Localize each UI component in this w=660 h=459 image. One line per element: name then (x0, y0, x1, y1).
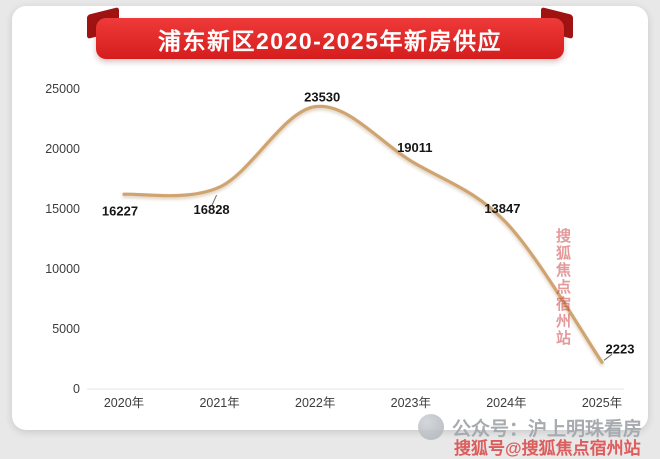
point-label: 16227 (102, 203, 138, 218)
point-label: 19011 (397, 140, 432, 155)
title-ribbon-band: 浦东新区2020-2025年新房供应 (96, 18, 564, 59)
x-tick-label: 2022年 (295, 396, 335, 410)
chart-title: 浦东新区2020-2025年新房供应 (158, 27, 502, 54)
footer-watermark-gray: 公众号：沪上明珠看房 (452, 419, 643, 440)
footer-watermark-red: 搜狐号@搜狐焦点宿州站 (454, 439, 641, 458)
vertical-watermark: 搜狐焦点宿州站 (554, 228, 571, 347)
avatar (418, 414, 444, 440)
y-tick-label: 15000 (45, 202, 80, 216)
point-label: 2223 (606, 341, 635, 356)
x-tick-label: 2021年 (199, 396, 239, 410)
supply-line-chart: 0 5000 10000 15000 20000 25000 2020年 2021年 2022年… (45, 82, 635, 410)
y-tick-label: 25000 (45, 82, 80, 96)
y-tick-label: 5000 (52, 322, 80, 336)
x-tick-label: 2024年 (486, 396, 526, 410)
y-tick-label: 20000 (45, 142, 80, 156)
y-tick-label: 0 (73, 382, 80, 396)
title-ribbon: 浦东新区2020-2025年新房供应 (96, 18, 564, 59)
x-tick-label: 2023年 (391, 396, 431, 410)
point-label: 23530 (304, 90, 340, 105)
footer-watermark: 公众号：沪上明珠看房 搜狐号@搜狐焦点宿州站 (404, 408, 660, 458)
x-tick-label: 2025年 (582, 396, 622, 410)
chart-card: 浦东新区2020-2025年新房供应 0 5000 10000 15000 20000 2… (12, 6, 648, 430)
label-leader-line (211, 194, 218, 207)
label-leader-line (603, 353, 613, 361)
series-line (122, 104, 604, 364)
y-tick-label: 10000 (45, 262, 80, 276)
point-label: 13847 (484, 201, 520, 216)
x-tick-label: 2020年 (104, 396, 144, 410)
point-label: 16828 (194, 202, 230, 217)
